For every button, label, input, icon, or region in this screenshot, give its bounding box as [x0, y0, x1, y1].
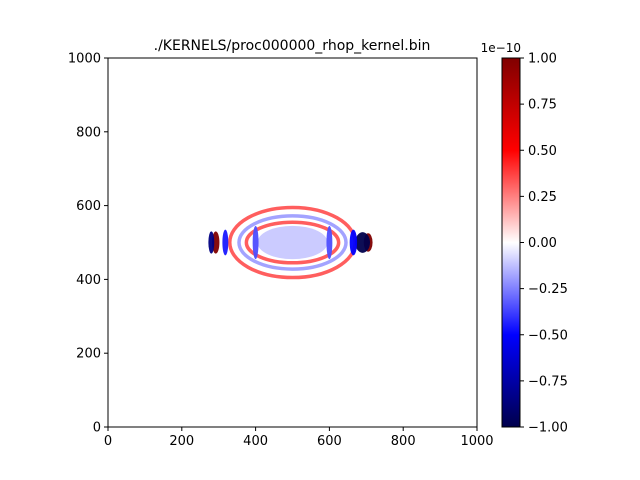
- x-axis: 0 200 400 600 800 1000: [104, 427, 494, 449]
- colorbar-ticks: −1.00 −0.75 −0.50 −0.25 0.00 0.25 0.50 0.75 1.00: [520, 52, 568, 436]
- heatmap-plot-area: [107, 57, 478, 428]
- kernel-lobe-4: [212, 231, 220, 254]
- kernel-lobe-7: [355, 232, 370, 253]
- plot-frame: [107, 57, 478, 428]
- kernel-lobe-5: [208, 231, 215, 254]
- x-tick-label: 600: [317, 434, 342, 449]
- colorbar-tick-label: 0.75: [528, 98, 557, 113]
- colorbar-tick-label: −0.75: [528, 374, 568, 389]
- kernel-lobe-9: [326, 225, 333, 260]
- x-tick-label: 0: [104, 434, 112, 449]
- colorbar-gradient: [502, 58, 520, 427]
- colorbar-tick-label: 0.00: [528, 236, 557, 251]
- colorbar-tick-label: −0.50: [528, 328, 568, 343]
- heatmap-field: [208, 205, 373, 280]
- kernel-ellipse-ring-1: [237, 214, 348, 271]
- colorbar-offset-label: 1e−10: [481, 41, 521, 55]
- y-tick-label: 200: [76, 347, 101, 362]
- colorbar-tick-label: −1.00: [528, 421, 568, 436]
- colorbar-tick-label: −0.25: [528, 282, 568, 297]
- colorbar-tick-label: 1.00: [528, 52, 557, 67]
- chart-title: ./KERNELS/proc000000_rhop_kernel.bin: [154, 38, 431, 54]
- x-tick-label: 1000: [460, 434, 493, 449]
- y-tick-label: 1000: [68, 52, 101, 67]
- kernel-lobe-10: [222, 229, 229, 256]
- colorbar-tick-label: 0.25: [528, 190, 557, 205]
- colorbar: −1.00 −0.75 −0.50 −0.25 0.00 0.25 0.50 0.75 1.00…: [481, 41, 568, 436]
- y-tick-label: 400: [76, 273, 101, 288]
- y-axis: 0 200 400 600 800 1000: [68, 52, 108, 436]
- kernel-ellipse-fill-3: [257, 225, 328, 260]
- kernel-ellipse-ring-2: [244, 220, 341, 265]
- colorbar-tick-label: 0.50: [528, 144, 557, 159]
- x-tick-label: 800: [391, 434, 416, 449]
- y-tick-label: 800: [76, 125, 101, 140]
- y-tick-label: 600: [76, 199, 101, 214]
- x-tick-label: 400: [243, 434, 268, 449]
- y-tick-label: 0: [93, 421, 101, 436]
- kernel-lobe-11: [349, 229, 358, 256]
- kernel-lobe-8: [252, 225, 259, 260]
- x-tick-label: 200: [169, 434, 194, 449]
